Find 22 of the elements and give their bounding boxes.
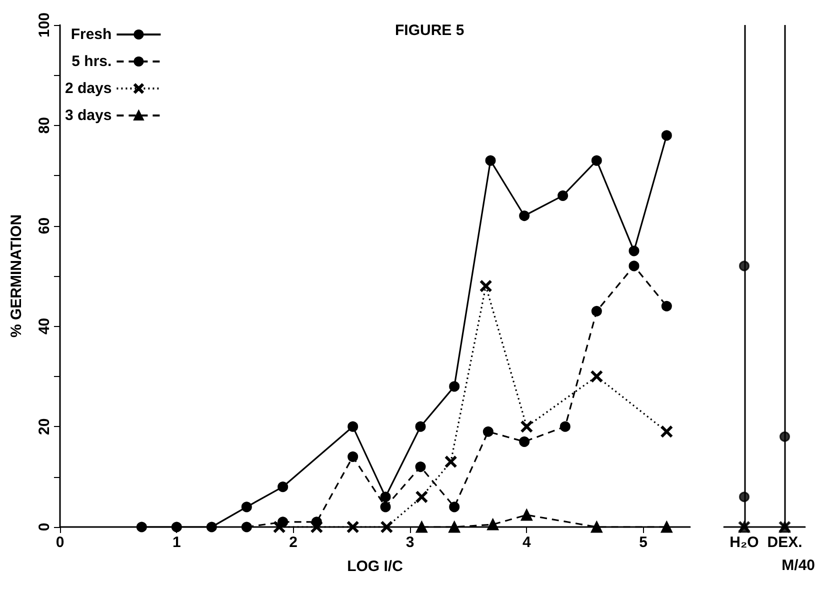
x-tick-label: 0 xyxy=(56,534,64,551)
text: M/40 xyxy=(782,557,816,574)
x-tick-label: 3 xyxy=(406,534,414,551)
legend-label: Fresh xyxy=(70,26,112,43)
x-tick-label: H₂O xyxy=(730,534,760,551)
legend-label: 3 days xyxy=(64,107,112,124)
legend-label: 5 hrs. xyxy=(72,53,112,70)
y-tick-label: 0 xyxy=(36,522,53,532)
x-tick-label: 1 xyxy=(172,534,181,551)
x-tick-label: 5 xyxy=(639,534,648,551)
y-tick-label: 20 xyxy=(36,418,53,435)
y-tick-label: 80 xyxy=(36,117,53,134)
x-tick-label: 4 xyxy=(522,534,532,551)
y-tick-label: 60 xyxy=(36,217,53,234)
x-tick-label: 2 xyxy=(289,534,298,551)
chart-title: FIGURE 5 xyxy=(395,22,464,39)
y-axis-title: % GERMINATION xyxy=(8,214,25,338)
x-tick-label: DEX. xyxy=(767,534,802,551)
y-tick-label: 40 xyxy=(36,318,53,335)
x-axis-title: LOG I/C xyxy=(347,558,404,575)
y-tick-label: 100 xyxy=(36,12,53,38)
legend-label: 2 days xyxy=(64,80,112,97)
